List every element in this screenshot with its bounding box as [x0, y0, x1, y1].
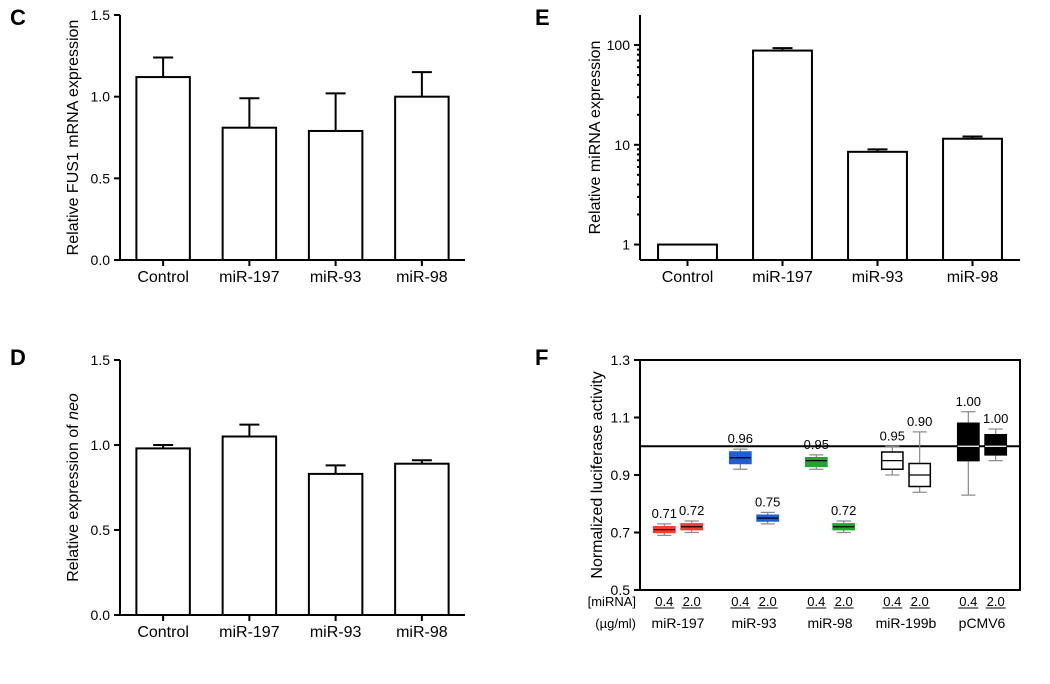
svg-text:0.5: 0.5 — [91, 522, 111, 538]
panel-e-chart: 1 10 100Relative miRNA expression Control mi… — [585, 5, 1030, 305]
svg-text:miR-98: miR-98 — [396, 624, 448, 641]
panel-label-e: E — [535, 5, 550, 31]
svg-text:0.4: 0.4 — [959, 594, 977, 609]
svg-text:0.7: 0.7 — [611, 525, 631, 541]
svg-text:miR-98: miR-98 — [807, 615, 852, 631]
svg-text:(µg/ml): (µg/ml) — [595, 616, 636, 631]
svg-text:1.0: 1.0 — [91, 89, 111, 105]
svg-text:0.4: 0.4 — [731, 594, 749, 609]
svg-text:2.0: 2.0 — [911, 594, 929, 609]
svg-text:1.5: 1.5 — [91, 7, 111, 23]
svg-text:miR-93: miR-93 — [852, 269, 904, 286]
panel-label-d: D — [10, 345, 26, 371]
svg-text:Relative miRNA expression: Relative miRNA expression — [587, 41, 604, 235]
svg-text:1.00: 1.00 — [956, 394, 981, 409]
svg-text:0.96: 0.96 — [728, 431, 753, 446]
svg-text:0.4: 0.4 — [883, 594, 901, 609]
svg-text:Control: Control — [662, 269, 714, 286]
svg-text:0.4: 0.4 — [655, 594, 673, 609]
svg-text:1: 1 — [622, 237, 630, 253]
svg-text:0.95: 0.95 — [804, 437, 829, 452]
svg-text:miR-98: miR-98 — [396, 269, 448, 286]
svg-text:miR-197: miR-197 — [219, 624, 280, 641]
svg-text:0.95: 0.95 — [880, 428, 905, 443]
svg-text:pCMV6: pCMV6 — [959, 615, 1006, 631]
svg-text:0.5: 0.5 — [91, 170, 111, 186]
svg-text:miR-98: miR-98 — [947, 269, 999, 286]
svg-text:0.9: 0.9 — [611, 467, 631, 483]
panel-label-f: F — [535, 345, 548, 371]
svg-text:1.5: 1.5 — [91, 352, 111, 368]
svg-text:Normalized luciferase activity: Normalized luciferase activity — [589, 371, 606, 578]
svg-text:miR-197: miR-197 — [219, 269, 280, 286]
panel-c-chart: 0.0 0.5 1.0 1.5 Relative FUS1 mRNA expressio… — [60, 5, 475, 305]
svg-text:0.72: 0.72 — [831, 503, 856, 518]
panel-label-c: C — [10, 5, 26, 31]
svg-text:1.0: 1.0 — [91, 437, 111, 453]
svg-text:0.4: 0.4 — [807, 594, 825, 609]
svg-text:0.75: 0.75 — [755, 494, 780, 509]
svg-text:1.1: 1.1 — [611, 410, 631, 426]
svg-text:0.0: 0.0 — [91, 607, 111, 623]
svg-text:0.72: 0.72 — [679, 503, 704, 518]
svg-text:1.00: 1.00 — [983, 411, 1008, 426]
svg-text:2.0: 2.0 — [683, 594, 701, 609]
svg-text:2.0: 2.0 — [835, 594, 853, 609]
svg-text:2.0: 2.0 — [759, 594, 777, 609]
svg-text:Control: Control — [137, 624, 189, 641]
svg-text:Relative expression of neo: Relative expression of neo — [65, 393, 82, 582]
svg-text:miR-93: miR-93 — [731, 615, 776, 631]
svg-text:0.90: 0.90 — [907, 414, 932, 429]
svg-text:Control: Control — [137, 269, 189, 286]
svg-text:Relative FUS1 mRNA expression: Relative FUS1 mRNA expression — [65, 20, 82, 256]
svg-text:miR-199b: miR-199b — [876, 615, 937, 631]
svg-text:miR-197: miR-197 — [652, 615, 705, 631]
svg-text:0.0: 0.0 — [91, 252, 111, 268]
svg-text:1.3: 1.3 — [611, 352, 631, 368]
svg-text:100: 100 — [607, 37, 631, 53]
svg-text:miR-93: miR-93 — [310, 269, 362, 286]
panel-d-chart: 0.0 0.5 1.0 1.5 Relative expression of neo Co… — [60, 350, 475, 660]
svg-text:[miRNA]: [miRNA] — [588, 594, 636, 609]
svg-text:2.0: 2.0 — [987, 594, 1005, 609]
svg-text:miR-197: miR-197 — [752, 269, 813, 286]
svg-text:0.71: 0.71 — [652, 506, 677, 521]
svg-text:miR-93: miR-93 — [310, 624, 362, 641]
svg-text:10: 10 — [614, 137, 630, 153]
panel-f-chart: 0.50.70.91.11.3Normalized luciferase act… — [585, 350, 1030, 660]
